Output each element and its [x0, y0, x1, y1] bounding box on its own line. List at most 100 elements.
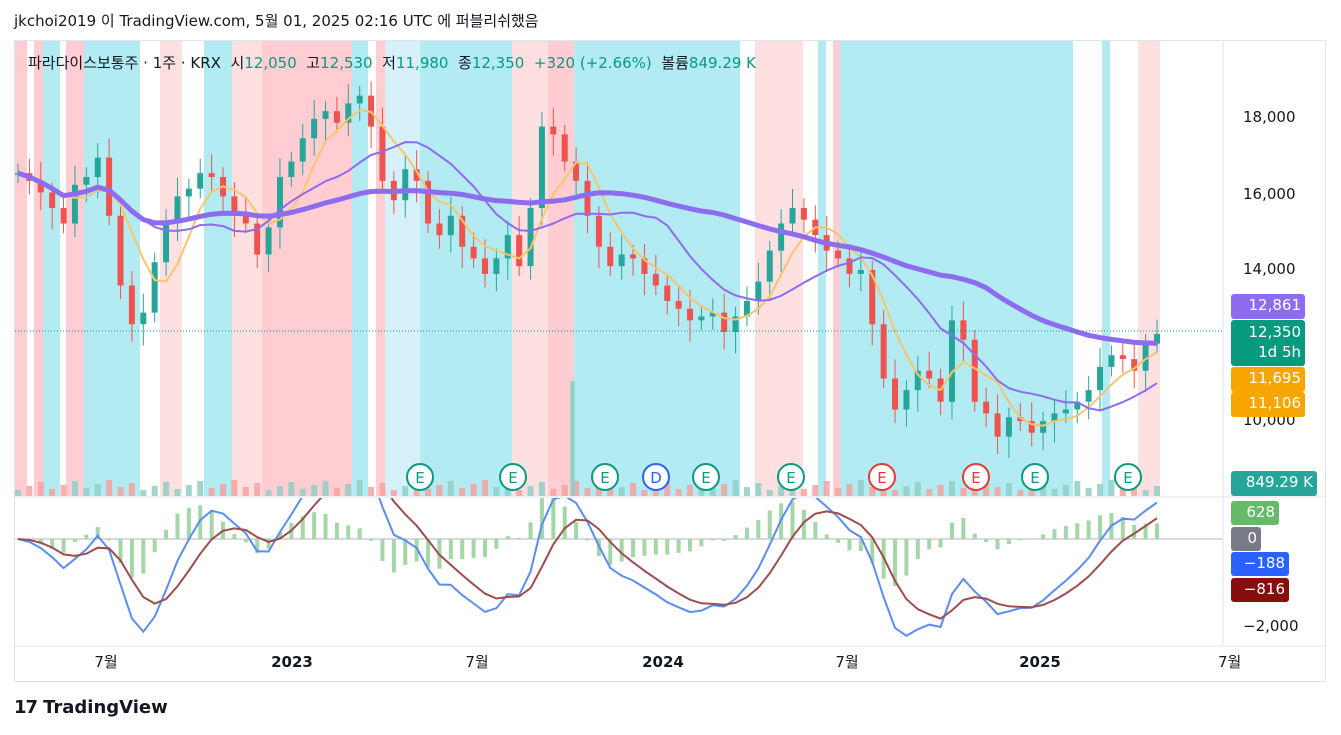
candle-body — [402, 169, 409, 201]
macd-histogram-bar — [927, 539, 932, 550]
candle-body — [561, 134, 568, 162]
candle-body — [789, 208, 796, 224]
volume-bar — [481, 480, 488, 496]
background-band — [840, 41, 1073, 496]
macd-histogram-bar — [129, 539, 134, 578]
macd-histogram-bar — [756, 519, 761, 539]
macd-signal-text: −816 — [1243, 580, 1285, 598]
volume-bar — [812, 485, 819, 496]
candle-body — [345, 103, 352, 123]
volume-bar — [49, 489, 56, 496]
candle-body — [1028, 421, 1035, 433]
moving-averages — [17, 109, 1158, 427]
time-axis: 7월 2023 7월 2024 7월 2025 7월 — [94, 653, 1241, 671]
volume-bar — [778, 486, 785, 496]
price-tick: 16,000 — [1243, 185, 1296, 203]
volume-bar — [60, 485, 67, 496]
candle-body — [550, 126, 557, 135]
time-label: 2025 — [1019, 653, 1061, 671]
candle-body — [83, 177, 90, 185]
macd-histogram-bar — [403, 539, 408, 565]
macd-histogram-bar — [790, 501, 795, 539]
macd-tick: −2,000 — [1243, 617, 1299, 635]
brand-name: TradingView — [43, 697, 168, 718]
candle-body — [607, 246, 614, 267]
macd-histogram-bar — [426, 539, 431, 568]
macd-histogram-bar — [551, 498, 556, 539]
volume-bar — [766, 490, 773, 496]
volume-bar — [641, 490, 648, 496]
volume-bar — [903, 486, 910, 496]
macd-histogram-bar — [653, 539, 658, 555]
macd-line-text: −188 — [1243, 554, 1285, 572]
high-label: 고 — [306, 54, 321, 72]
time-label: 7월 — [465, 653, 488, 671]
macd-histogram-bar — [414, 539, 419, 562]
volume-bar — [652, 486, 659, 496]
event-marker-circle — [962, 463, 990, 491]
macd-histogram-bar — [517, 537, 522, 539]
volume-bar — [402, 486, 409, 496]
macd-histogram-bar — [346, 525, 351, 539]
macd-histogram-bar — [1143, 523, 1148, 539]
background-band — [84, 41, 140, 496]
macd-histogram-bar — [710, 539, 715, 541]
candle-body — [835, 250, 842, 259]
open-label: 시 — [230, 54, 245, 72]
macd-histogram-bar — [972, 533, 977, 539]
volume-bar — [197, 481, 204, 496]
candle-body — [311, 118, 318, 139]
candle-body — [265, 227, 272, 255]
candle-body — [800, 208, 807, 220]
macd-histogram-bar — [722, 539, 727, 541]
candle-body — [71, 184, 78, 224]
macd-histogram-bar — [995, 539, 1000, 550]
candle-body — [630, 254, 637, 259]
volume-bar — [242, 487, 249, 496]
volume-bar — [675, 489, 682, 496]
candle-body — [128, 285, 135, 325]
ma-short-line — [17, 109, 1158, 427]
candle-body — [254, 223, 261, 255]
macd-histogram-bar — [1018, 539, 1023, 541]
macd-histogram-bar — [61, 539, 66, 553]
volume-bar — [322, 481, 329, 496]
macd-histogram-bar — [357, 528, 362, 539]
candle-body — [880, 324, 887, 379]
candles — [15, 81, 1160, 458]
event-marker-label: E — [600, 469, 609, 487]
macd-histogram-bar — [984, 539, 989, 543]
background-band — [1102, 41, 1110, 496]
macd-histogram-bar — [175, 513, 180, 539]
volume-bar — [368, 487, 375, 496]
macd-histogram-bar — [277, 532, 282, 539]
background-band — [352, 41, 368, 496]
candle-body — [1051, 413, 1058, 422]
event-marker-label: E — [508, 469, 517, 487]
volume-bar — [163, 482, 170, 496]
candle-body — [333, 111, 340, 123]
candle-body — [356, 95, 363, 104]
macd-histogram-bar — [312, 512, 317, 539]
candle-body — [413, 169, 420, 181]
volume-bar — [345, 484, 352, 496]
candle-body — [516, 235, 523, 267]
macd-histogram-bar — [858, 539, 863, 552]
candle-body — [857, 270, 864, 274]
time-label: 2023 — [271, 653, 313, 671]
volume-label: 볼륨 — [661, 54, 689, 72]
candle-body — [698, 316, 705, 321]
volume-bar — [1108, 480, 1115, 496]
volume-bar — [37, 482, 44, 496]
macd-histogram-bar — [198, 505, 203, 539]
tradingview-brand[interactable]: 17 TradingView — [14, 697, 168, 718]
macd-histogram-bar — [266, 539, 271, 549]
candle-body — [60, 208, 67, 224]
macd-signal-line — [17, 498, 1158, 620]
candle-body — [436, 223, 443, 236]
macd-histogram-bar — [619, 539, 624, 562]
low-label: 저 — [382, 54, 396, 72]
volume-bar — [1085, 488, 1092, 496]
candle-body — [994, 413, 1001, 437]
macd-histogram-bar — [1063, 526, 1068, 539]
